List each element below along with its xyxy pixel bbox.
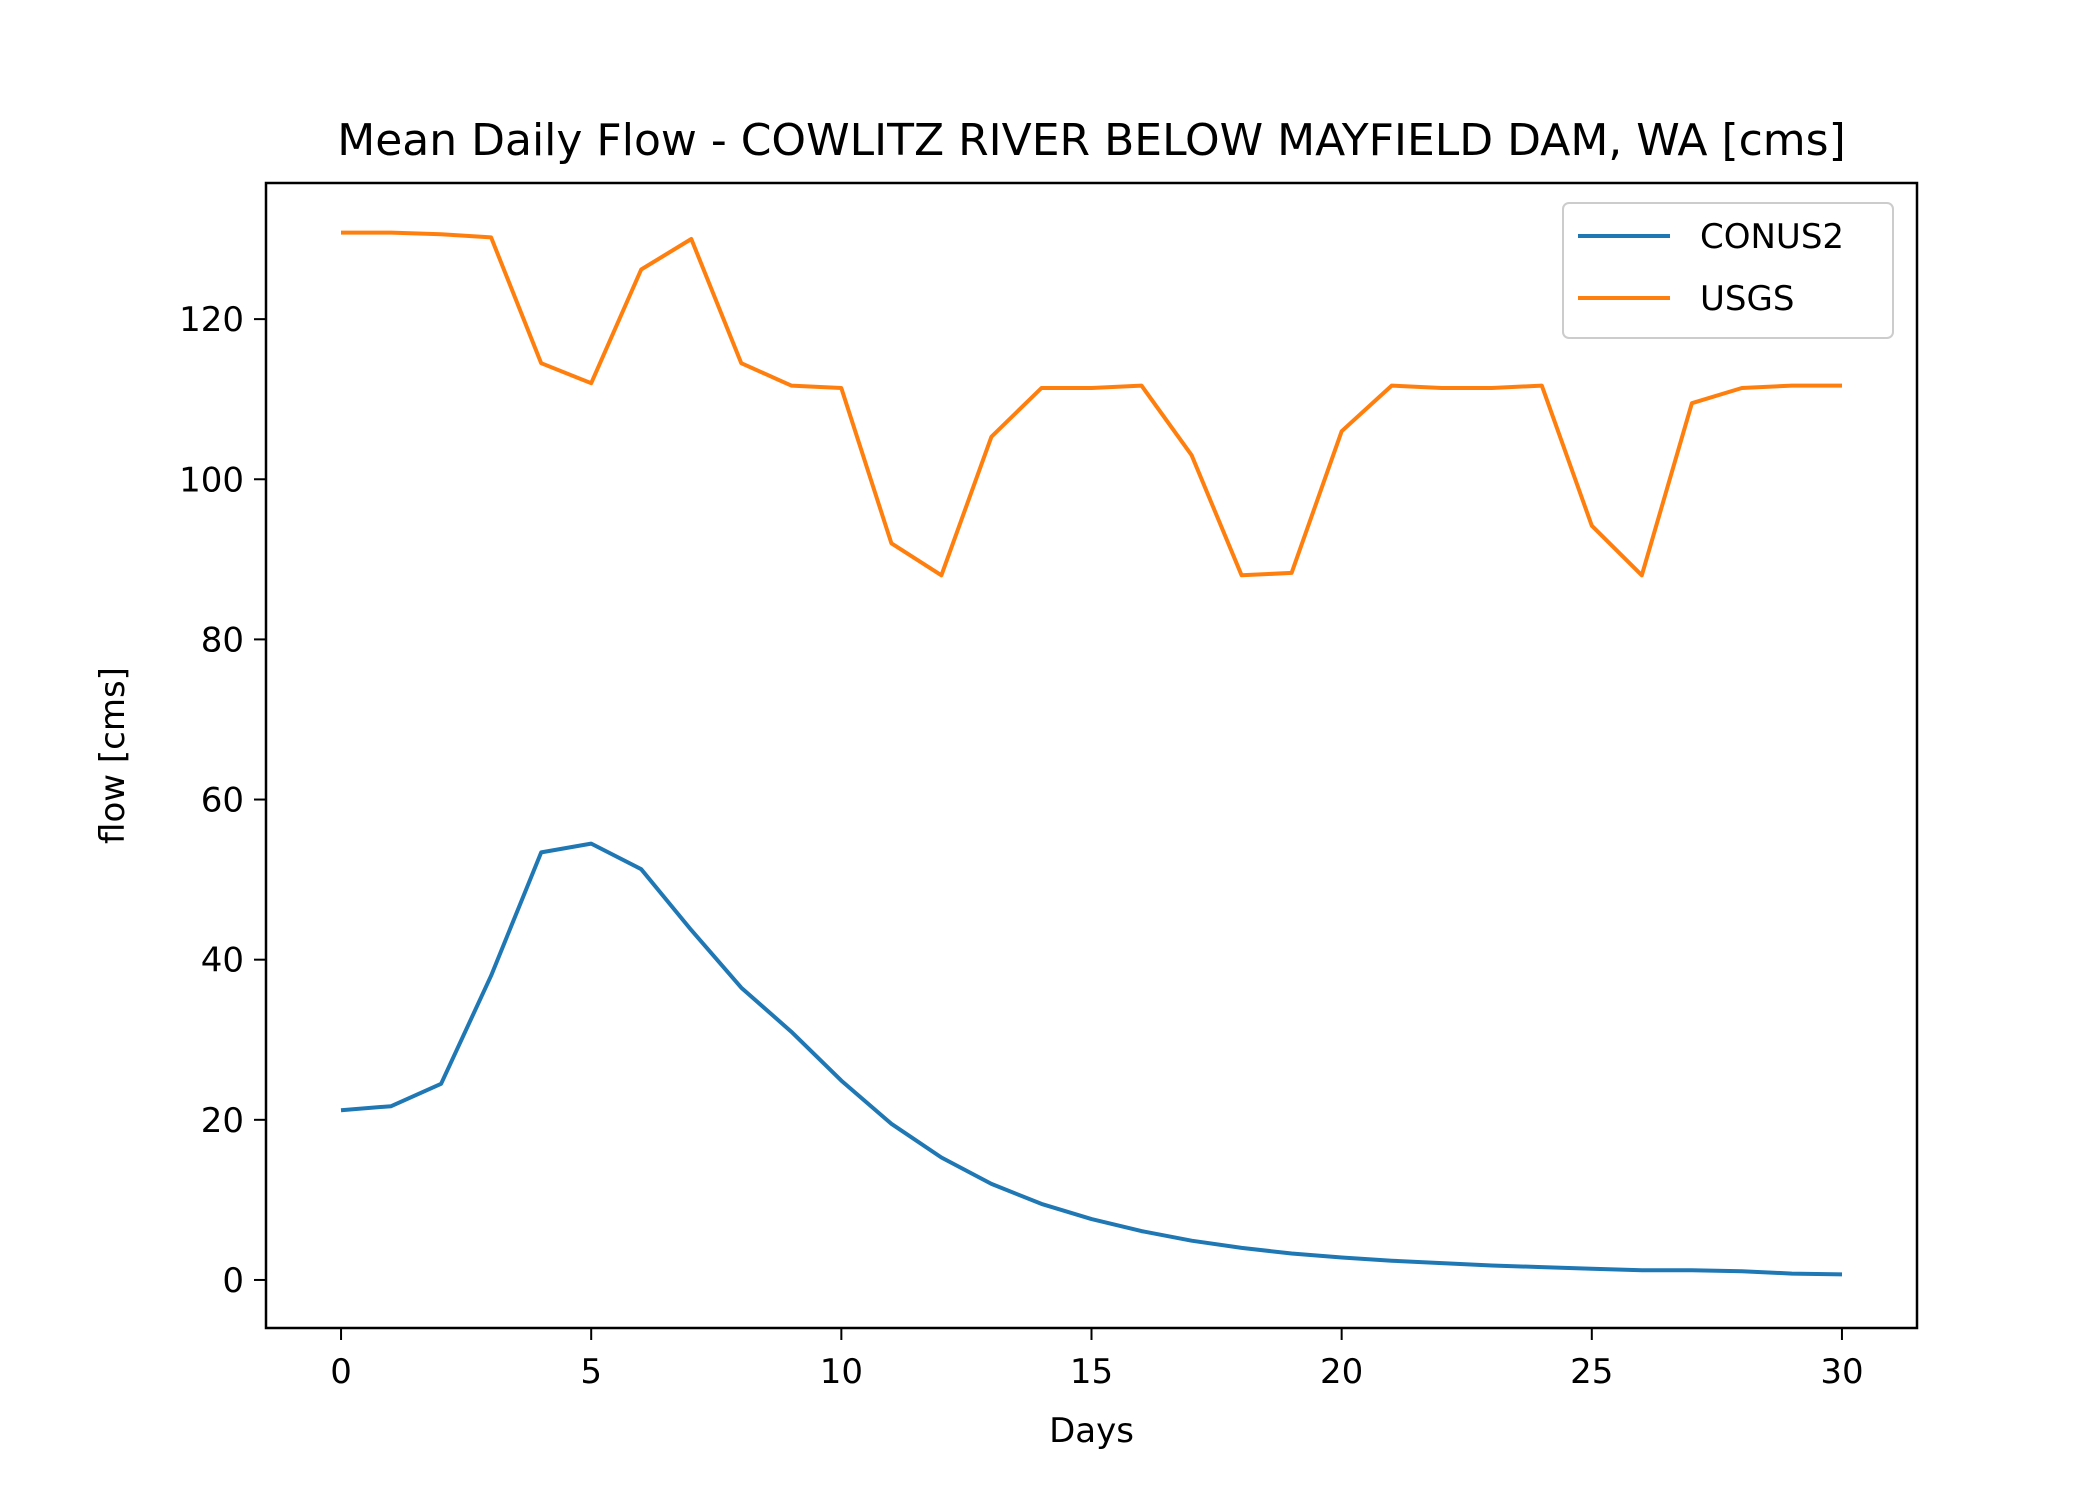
- x-tick-label: 15: [1070, 1352, 1113, 1392]
- x-tick-label: 0: [330, 1352, 352, 1392]
- legend-label-usgs: USGS: [1700, 279, 1794, 319]
- x-tick-label: 5: [580, 1352, 602, 1392]
- series-layer: [340, 230, 1843, 1277]
- x-axis: 0 5 10 15 20 25 30: [330, 1328, 1864, 1392]
- y-axis-label: flow [cms]: [93, 667, 133, 844]
- y-tick-label: 40: [201, 941, 244, 981]
- x-tick-label: 20: [1320, 1352, 1363, 1392]
- y-tick-label: 80: [201, 620, 244, 660]
- y-tick-label: 120: [179, 300, 244, 340]
- x-axis-label: Days: [1049, 1411, 1134, 1451]
- y-tick-label: 20: [201, 1101, 244, 1141]
- y-tick-label: 100: [179, 460, 244, 500]
- y-tick-label: 60: [201, 781, 244, 821]
- series-line-conus2: [340, 841, 1843, 1277]
- x-tick-label: 30: [1820, 1352, 1863, 1392]
- y-tick-label: 0: [222, 1261, 244, 1301]
- series-line-usgs: [341, 230, 1842, 578]
- legend: CONUS2 USGS: [1562, 202, 1894, 339]
- y-axis: 0 20 40 60 80 100 120: [179, 300, 266, 1301]
- x-tick-label: 25: [1570, 1352, 1613, 1392]
- chart-title: Mean Daily Flow - COWLITZ RIVER BELOW MA…: [337, 115, 1846, 166]
- legend-label-conus2: CONUS2: [1700, 217, 1844, 257]
- x-tick-label: 10: [820, 1352, 863, 1392]
